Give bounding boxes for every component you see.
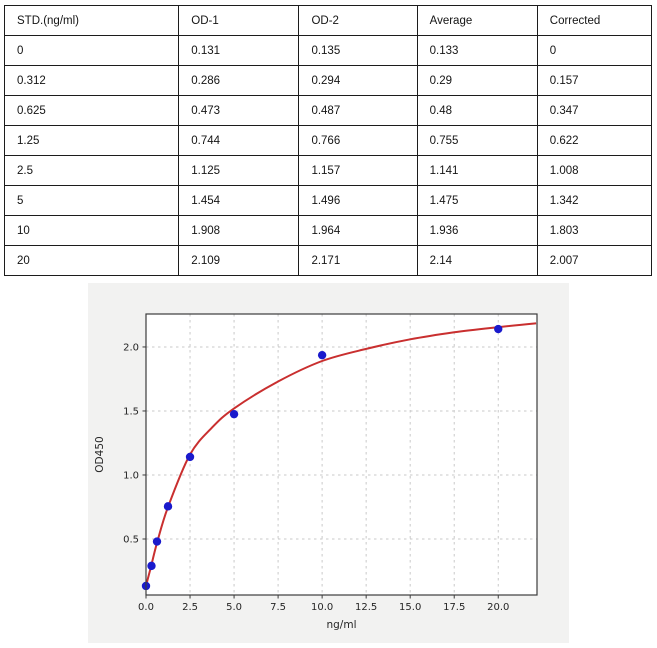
table-row: 0.625 0.473 0.487 0.48 0.347 <box>3 95 653 126</box>
table-cell: 0.133 <box>416 35 538 66</box>
standards-table: STD.(ng/ml) OD-1 OD-2 Average Corrected … <box>3 5 653 276</box>
table-cell: 0.347 <box>536 95 653 126</box>
x-tick-label: 0.0 <box>138 602 154 613</box>
col-header-corrected: Corrected <box>536 5 653 36</box>
data-point <box>185 452 195 462</box>
y-tick-label: 1.0 <box>123 470 139 481</box>
table-header-row: STD.(ng/ml) OD-1 OD-2 Average Corrected <box>3 5 653 36</box>
x-tick-label: 12.5 <box>355 602 377 613</box>
table-cell: 2.5 <box>3 155 180 186</box>
table-cell: 0.157 <box>536 65 653 96</box>
data-point <box>163 502 173 511</box>
table-row: 1.25 0.744 0.766 0.755 0.622 <box>3 125 653 156</box>
table-cell: 2.109 <box>178 245 300 276</box>
table-cell: 1.342 <box>536 185 653 216</box>
x-tick-label: 7.5 <box>270 602 286 613</box>
col-header-od1: OD-1 <box>178 5 300 36</box>
table-cell: 2.171 <box>298 245 418 276</box>
table-cell: 0.744 <box>178 125 300 156</box>
data-point <box>494 324 503 334</box>
table-cell: 0.286 <box>178 65 300 96</box>
table-cell: 1.964 <box>298 215 418 246</box>
table-row: 10 1.908 1.964 1.936 1.803 <box>3 215 653 246</box>
table-cell: 0.312 <box>3 65 180 96</box>
table-cell: 2.007 <box>536 245 653 276</box>
table-cell: 0.625 <box>3 95 180 126</box>
table-row: 20 2.109 2.171 2.14 2.007 <box>3 245 653 276</box>
table-cell: 1.008 <box>536 155 653 186</box>
table-cell: 0.766 <box>298 125 418 156</box>
table-cell: 1.908 <box>178 215 300 246</box>
plot-border <box>145 313 538 596</box>
table-cell: 1.125 <box>178 155 300 186</box>
standard-curve-chart: 0.0 2.5 5.0 7.5 10.0 12.5 15.0 17.5 20.0 0.5 1.0 1.… <box>94 313 538 631</box>
table-cell: 1.25 <box>3 125 180 156</box>
table-cell: 20 <box>3 245 180 276</box>
table-row: 5 1.454 1.496 1.475 1.342 <box>3 185 653 216</box>
x-tick-label: 17.5 <box>443 602 465 613</box>
table-cell: 0.622 <box>536 125 653 156</box>
table-cell: 0.755 <box>416 125 538 156</box>
x-tick-label: 2.5 <box>182 602 198 613</box>
table-cell: 1.496 <box>298 185 418 216</box>
table-cell: 0.487 <box>298 95 418 126</box>
col-header-od2: OD-2 <box>298 5 418 36</box>
y-tick-label: 2.0 <box>123 342 139 353</box>
table-cell: 1.454 <box>178 185 300 216</box>
y-tick-label: 1.5 <box>123 406 139 417</box>
col-header-average: Average <box>416 5 538 36</box>
x-tick-label: 20.0 <box>487 602 509 613</box>
table-cell: 0.135 <box>298 35 418 66</box>
x-tick-label: 15.0 <box>399 602 421 613</box>
data-point <box>152 537 162 546</box>
data-point <box>229 409 239 419</box>
col-header-std: STD.(ng/ml) <box>3 5 180 36</box>
table-cell: 1.475 <box>416 185 538 216</box>
table-cell: 2.14 <box>416 245 538 276</box>
table-row: 0.312 0.286 0.294 0.29 0.157 <box>3 65 653 96</box>
table-cell: 0.473 <box>178 95 300 126</box>
x-axis-label: ng/ml <box>326 619 356 631</box>
table-cell: 0 <box>3 35 180 66</box>
table-cell: 0.131 <box>178 35 300 66</box>
data-point <box>147 561 156 571</box>
plot-area <box>146 314 537 595</box>
standard-curve-figure: 0.0 2.5 5.0 7.5 10.0 12.5 15.0 17.5 20.0 0.5 1.0 1.… <box>88 283 569 643</box>
table-row: 2.5 1.125 1.157 1.141 1.008 <box>3 155 653 186</box>
table-cell: 0.294 <box>298 65 418 96</box>
x-tick-label: 10.0 <box>311 602 333 613</box>
y-tick-label: 0.5 <box>123 534 139 545</box>
data-point <box>317 350 327 360</box>
y-axis-label: OD450 <box>94 436 106 472</box>
table-cell: 5 <box>3 185 180 216</box>
table-cell: 0.48 <box>416 95 538 126</box>
table-cell: 1.803 <box>536 215 653 246</box>
x-tick-label: 5.0 <box>226 602 242 613</box>
table-cell: 1.936 <box>416 215 538 246</box>
table-cell: 0.29 <box>416 65 538 96</box>
table-row: 0 0.131 0.135 0.133 0 <box>3 35 653 66</box>
table-cell: 1.157 <box>298 155 418 186</box>
table-cell: 0 <box>536 35 653 66</box>
table-cell: 10 <box>3 215 180 246</box>
table-cell: 1.141 <box>416 155 538 186</box>
